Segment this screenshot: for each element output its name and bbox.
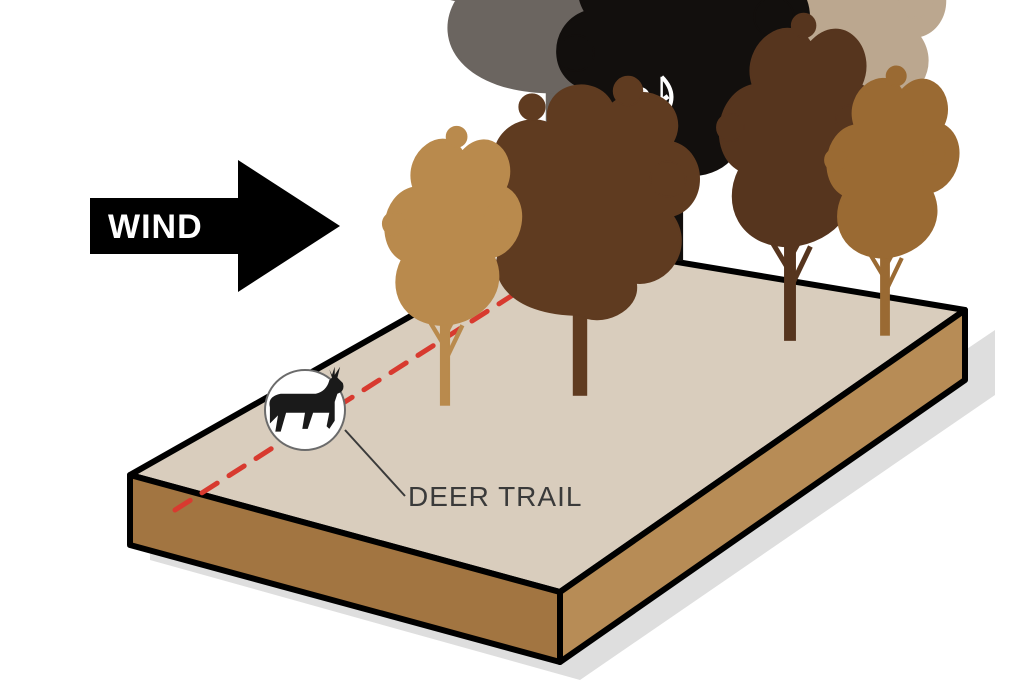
diagram-stage: DEER TRAIL WIND [0, 0, 1024, 684]
wind-arrow-label: WIND [108, 208, 203, 246]
deer-marker [265, 367, 345, 450]
deer-trail-label: DEER TRAIL [408, 481, 582, 512]
wind-arrow: WIND [90, 160, 340, 292]
diagram-svg: DEER TRAIL WIND [0, 0, 1024, 684]
